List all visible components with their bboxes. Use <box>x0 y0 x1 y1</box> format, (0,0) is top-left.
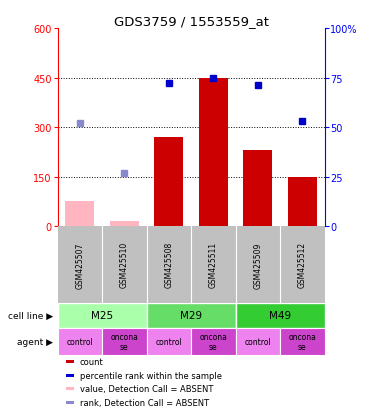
Text: oncona
se: oncona se <box>110 332 138 351</box>
Text: control: control <box>66 337 93 346</box>
Bar <box>66 360 74 363</box>
Bar <box>58 303 147 328</box>
Text: count: count <box>80 357 104 366</box>
Bar <box>236 303 325 328</box>
Text: cell line ▶: cell line ▶ <box>8 311 53 320</box>
Text: GSM425507: GSM425507 <box>75 242 84 288</box>
Text: M49: M49 <box>269 311 291 320</box>
Bar <box>280 328 325 355</box>
Text: M29: M29 <box>180 311 202 320</box>
Bar <box>66 401 74 404</box>
Bar <box>66 387 74 390</box>
Text: control: control <box>155 337 182 346</box>
Text: M25: M25 <box>91 311 113 320</box>
Bar <box>102 328 147 355</box>
Text: agent ▶: agent ▶ <box>17 337 53 346</box>
Bar <box>110 222 139 226</box>
Bar <box>199 78 228 226</box>
Bar <box>66 374 74 377</box>
Text: oncona
se: oncona se <box>288 332 316 351</box>
Bar <box>58 328 102 355</box>
Text: control: control <box>244 337 271 346</box>
Text: GSM425508: GSM425508 <box>164 242 173 288</box>
Text: value, Detection Call = ABSENT: value, Detection Call = ABSENT <box>80 384 213 393</box>
Bar <box>288 178 317 226</box>
Bar <box>65 202 94 226</box>
Title: GDS3759 / 1553559_at: GDS3759 / 1553559_at <box>114 15 269 28</box>
Text: GSM425509: GSM425509 <box>253 242 262 288</box>
Bar <box>236 328 280 355</box>
Text: GSM425511: GSM425511 <box>209 242 218 288</box>
Bar <box>147 328 191 355</box>
Text: rank, Detection Call = ABSENT: rank, Detection Call = ABSENT <box>80 398 209 407</box>
Text: GSM425512: GSM425512 <box>298 242 307 288</box>
Bar <box>154 138 183 226</box>
Text: GSM425510: GSM425510 <box>120 242 129 288</box>
Bar <box>147 303 236 328</box>
Bar <box>191 328 236 355</box>
Text: percentile rank within the sample: percentile rank within the sample <box>80 371 222 380</box>
Text: oncona
se: oncona se <box>199 332 227 351</box>
Bar <box>243 151 272 226</box>
